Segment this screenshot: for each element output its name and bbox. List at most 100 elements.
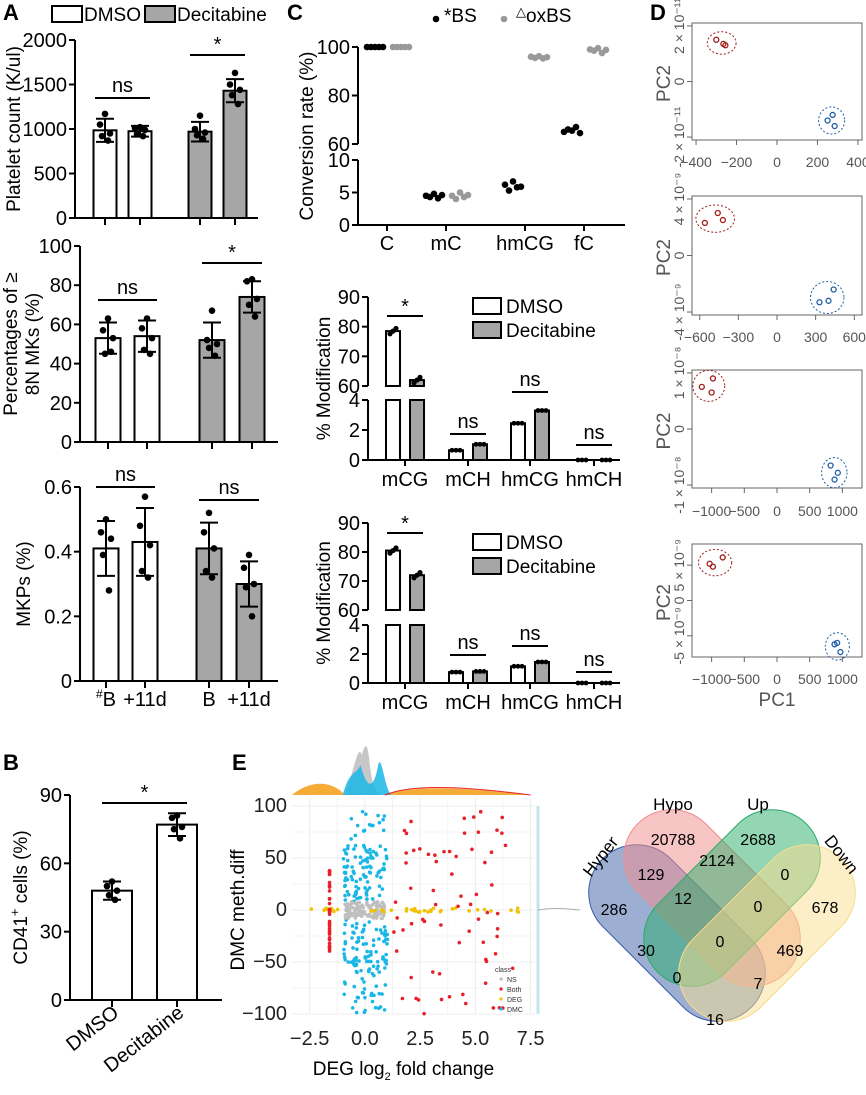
y-axis-title: PC2 — [654, 65, 675, 102]
data-point — [236, 86, 244, 94]
scatter-point — [384, 932, 389, 937]
scatter-point — [371, 938, 376, 943]
data-point — [191, 125, 199, 133]
scatter-point — [365, 850, 369, 854]
scatter-point — [476, 830, 481, 834]
x-tick-label: 1000 — [827, 671, 858, 687]
scatter-point — [483, 860, 487, 865]
significance-label: * — [401, 513, 409, 535]
data-point — [205, 344, 213, 352]
data-point — [603, 680, 609, 686]
scatter-point — [345, 905, 350, 910]
significance-label: ns — [117, 277, 138, 299]
data-point — [519, 663, 525, 669]
venn-count-all: 0 — [716, 934, 725, 951]
x-tick-label: +11d — [123, 689, 167, 711]
scatter-point — [376, 1006, 381, 1010]
panel-label-e: E — [232, 750, 247, 775]
bar — [187, 130, 213, 219]
scatter-point — [495, 934, 499, 939]
data-point — [449, 447, 455, 453]
scatter-point — [374, 984, 379, 989]
data-point — [176, 834, 184, 842]
y-tick-label: 40 — [50, 354, 72, 376]
bar — [534, 409, 550, 461]
scatter-point — [392, 930, 396, 934]
scatter-point — [371, 943, 376, 948]
scatter-point — [361, 865, 365, 870]
scatter-point — [354, 921, 359, 926]
scatter-point — [346, 844, 350, 848]
x-tick-label: −400 — [680, 154, 712, 170]
legend-label-dmso: DMSO — [84, 5, 141, 26]
pca-plot-frame — [691, 22, 863, 141]
bar — [92, 129, 118, 220]
scatter-point — [371, 964, 376, 968]
scatter-point — [384, 952, 388, 957]
data-point — [453, 447, 459, 453]
scatter-point — [450, 872, 454, 876]
y-tick-label: 1500 — [23, 75, 68, 97]
scatter-point — [342, 952, 346, 956]
legend-marker — [499, 977, 503, 981]
scatter-point — [375, 874, 379, 878]
scatter-point — [377, 893, 382, 898]
scatter-point — [489, 909, 493, 913]
data-point — [481, 441, 487, 447]
y-tick-label: 60 — [338, 600, 360, 622]
data-point — [535, 659, 541, 665]
x-tick-label: hmCH — [566, 469, 623, 491]
scatter-point — [353, 901, 358, 906]
scatter-point — [362, 923, 367, 927]
scatter-point — [377, 991, 382, 996]
legend-swatch-decitabine — [472, 557, 502, 575]
scatter-point — [376, 813, 380, 818]
y-tick-label: 0 — [671, 77, 687, 85]
pca-point — [719, 554, 726, 561]
bar-lower — [385, 624, 401, 684]
data-point — [111, 896, 119, 904]
data-point — [248, 276, 256, 283]
x-tick-label: #B — [96, 687, 116, 711]
scatter-point — [360, 977, 364, 981]
y-tick-label: 80 — [50, 275, 72, 297]
data-point — [535, 408, 541, 413]
data-point — [196, 112, 204, 119]
y-tick-label: 0 — [61, 432, 72, 454]
scatter-point — [462, 831, 467, 835]
confidence-ellipse — [818, 106, 846, 135]
scatter-point — [368, 851, 372, 855]
scatter-point — [374, 927, 379, 932]
y-tick-label: 0.2 — [44, 606, 72, 628]
x-tick-label: B — [202, 689, 215, 711]
scatter-point — [352, 871, 356, 876]
scatter-point — [431, 970, 435, 974]
x-tick-label: hmCG — [496, 233, 554, 255]
x-tick-label: 7.5 — [517, 1028, 545, 1050]
data-point — [140, 346, 148, 354]
scatter-point — [438, 909, 443, 914]
scatter-point — [459, 894, 463, 898]
scatter-point — [370, 902, 375, 907]
y-tick-label: 0 — [61, 671, 72, 693]
legend-label-dmso: DMSO — [506, 297, 563, 318]
scatter-point — [364, 941, 369, 946]
scatter-point — [327, 883, 332, 888]
y-tick-label: 90 — [338, 513, 360, 535]
data-point — [543, 408, 549, 413]
scatter-point — [409, 975, 413, 980]
scatter-point — [364, 865, 369, 869]
data-point — [583, 457, 589, 463]
x-tick-label: mCH — [445, 469, 491, 491]
scatter-point — [365, 888, 370, 892]
bar — [510, 422, 526, 461]
y-tick-label: 60 — [328, 134, 350, 156]
significance-label: * — [141, 782, 149, 804]
scatter-point — [409, 819, 413, 824]
scatter-point — [381, 828, 386, 833]
venn-count-hyper-up: 30 — [637, 943, 655, 960]
y-axis-title: % Modification — [314, 317, 335, 441]
x-tick-label: 0 — [773, 329, 781, 345]
